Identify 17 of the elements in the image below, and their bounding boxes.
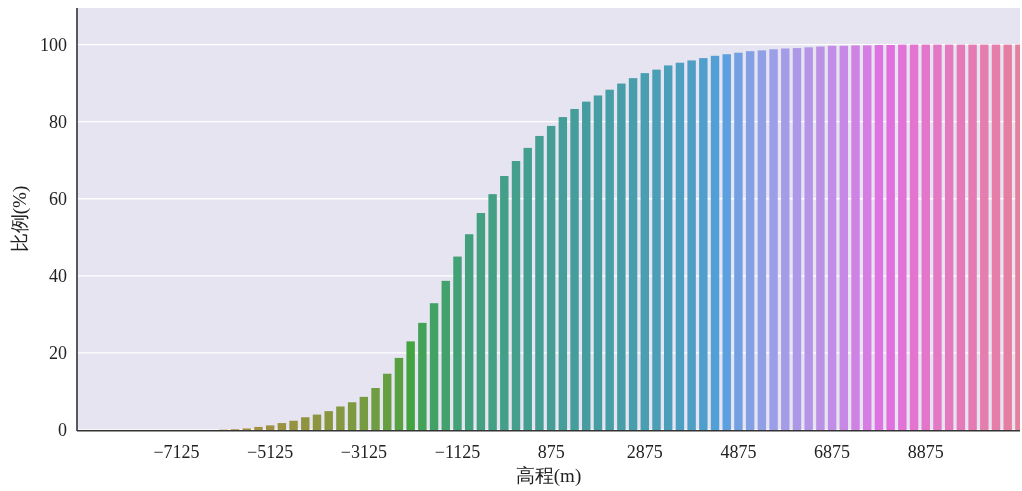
x-tick-label: 6875 xyxy=(814,442,851,462)
y-tick-label: 100 xyxy=(40,34,67,55)
x-tick-label: 2875 xyxy=(626,442,663,462)
y-axis-title: 比例(%) xyxy=(9,185,31,253)
x-tick-label: 8875 xyxy=(907,442,944,462)
x-tick-label: 4875 xyxy=(720,442,757,462)
y-tick-label: 60 xyxy=(49,188,67,209)
x-axis-title: 高程(m) xyxy=(515,465,582,487)
x-tick-label: −7125 xyxy=(153,442,200,462)
x-tick-label: −1125 xyxy=(434,442,481,462)
x-tick-label: −5125 xyxy=(247,442,294,462)
y-tick-label: 40 xyxy=(49,265,67,286)
y-tick-label: 80 xyxy=(49,111,67,132)
y-tick-label: 20 xyxy=(49,342,67,363)
x-tick-label: 875 xyxy=(537,442,565,462)
y-tick-label: 0 xyxy=(58,420,67,440)
x-tick-label: −3125 xyxy=(340,442,387,462)
